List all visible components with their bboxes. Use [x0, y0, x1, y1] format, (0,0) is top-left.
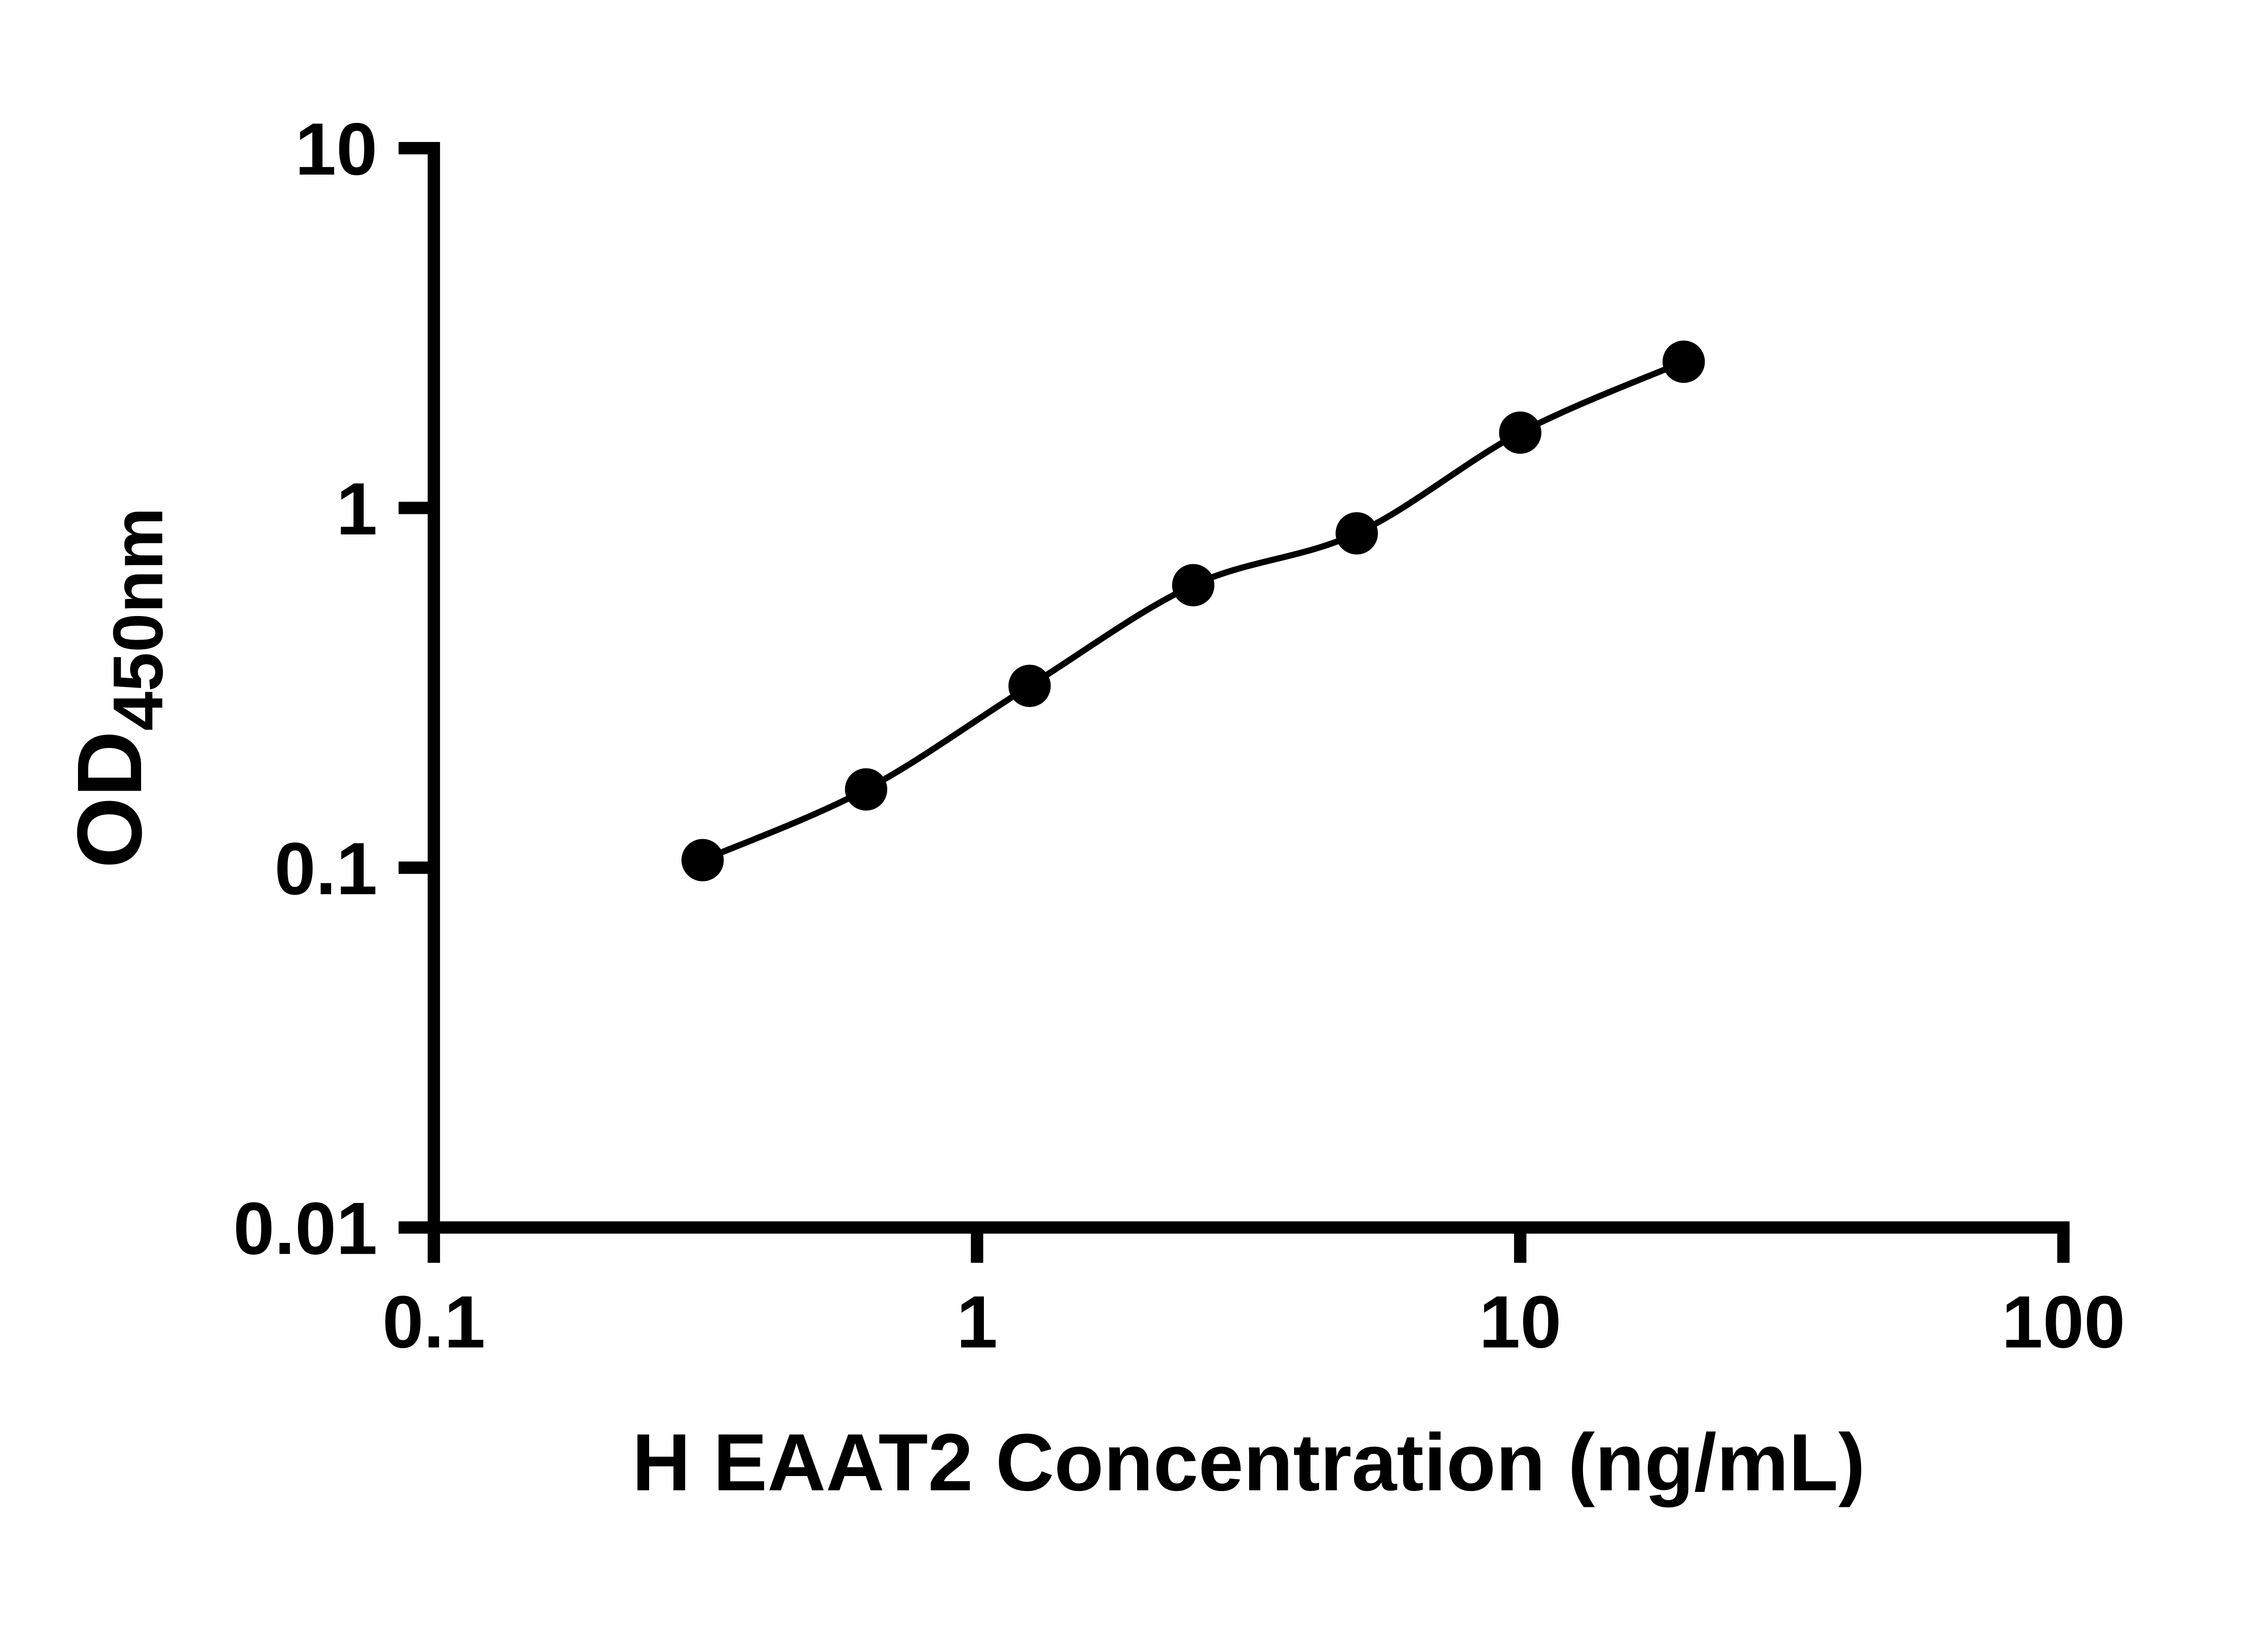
- data-point: [681, 839, 724, 881]
- x-axis-title: H EAAT2 Concentration (ng/mL): [632, 1417, 1865, 1507]
- x-tick-label: 1: [957, 1280, 998, 1363]
- y-tick-label: 0.01: [233, 1187, 377, 1270]
- y-axis-title: OD450nm: [58, 507, 177, 868]
- data-point: [1662, 340, 1705, 383]
- y-axis-title-main: OD: [58, 731, 161, 868]
- y-axis-title-sub: 450nm: [98, 507, 177, 731]
- data-point: [1335, 512, 1378, 555]
- y-tick-label: 0.1: [274, 827, 377, 910]
- plot-layer: [681, 340, 1705, 881]
- data-point: [1008, 665, 1051, 707]
- x-tick-label: 10: [1479, 1280, 1562, 1363]
- data-point: [1172, 564, 1215, 606]
- x-tick-label: 100: [2002, 1280, 2125, 1363]
- x-tick-label: 0.1: [382, 1280, 485, 1363]
- data-point: [845, 768, 888, 811]
- elisa-standard-curve-figure: 0.1 1 10 100 0.01 0.1 1 10 H EAAT2 Concentratio…: [58, 107, 2126, 1508]
- axis-frame: [427, 142, 2070, 1234]
- y-tick-label: 1: [336, 467, 377, 550]
- data-point: [1499, 411, 1542, 454]
- y-tick-label: 10: [295, 108, 377, 191]
